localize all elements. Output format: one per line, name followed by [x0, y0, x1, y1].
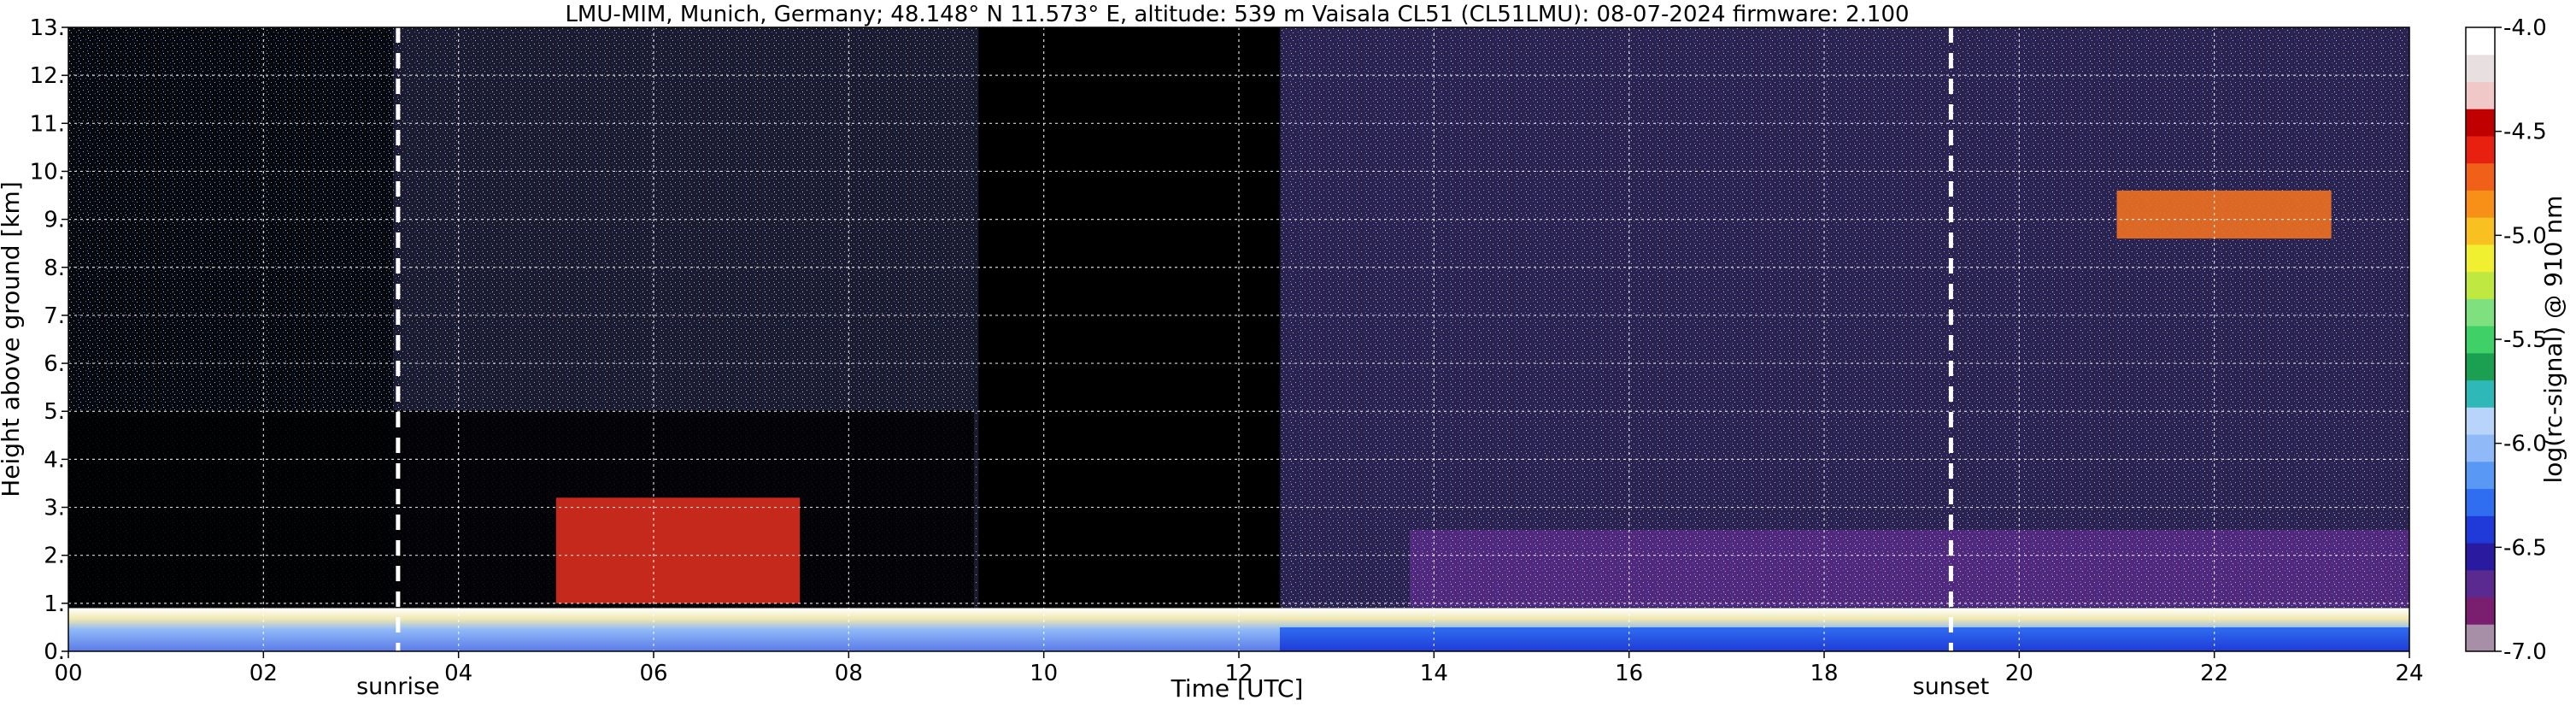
x-axis-label: Time [UTC] [1171, 674, 1304, 703]
boundary-layer-blue [1279, 627, 2409, 651]
feature-cirrus [2116, 190, 2332, 239]
feature-low-cloud [555, 497, 801, 603]
colorbar-segment [2466, 135, 2495, 164]
colorbar-segment [2466, 543, 2495, 571]
feature-no-data [978, 27, 1280, 651]
colorbar-tick-label: -6.5 [2503, 535, 2547, 561]
colorbar-tick-label: -7.0 [2503, 639, 2547, 665]
sunrise-label: sunrise [356, 674, 440, 700]
colorbar-tick-label: -4.5 [2503, 120, 2547, 145]
x-tick-label: 08 [835, 661, 863, 686]
colorbar-tick-label: -5.0 [2503, 223, 2547, 249]
x-tick-label: 06 [639, 661, 667, 686]
chart-title: LMU-MIM, Munich, Germany; 48.148° N 11.5… [565, 2, 1909, 27]
colorbar-segment [2466, 461, 2495, 490]
colorbar-segment [2466, 271, 2495, 299]
colorbar-segment [2466, 298, 2495, 327]
x-tick-label: 00 [54, 661, 82, 686]
y-tick-label: 5. [44, 399, 65, 425]
colorbar-segment [2466, 488, 2495, 516]
colorbar-segment [2466, 162, 2495, 191]
x-tick-label: 22 [2200, 661, 2228, 686]
sunset-label: sunset [1913, 674, 1990, 700]
y-tick-label: 2. [44, 544, 65, 569]
colorbar-segment [2466, 515, 2495, 544]
colorbar-segment [2466, 569, 2495, 598]
colorbar-segment [2466, 597, 2495, 625]
colorbar-segment [2466, 190, 2495, 218]
y-tick-label: 12. [30, 63, 65, 89]
y-tick-label: 13. [30, 15, 65, 41]
x-tick-label: 12 [1224, 661, 1253, 686]
y-axis-label: Height above ground [km] [0, 181, 25, 497]
y-tick-label: 8. [44, 256, 65, 281]
colorbar-segment [2466, 109, 2495, 137]
x-tick-label: 04 [444, 661, 472, 686]
x-tick-label: 16 [1615, 661, 1643, 686]
colorbar-segment [2466, 352, 2495, 381]
y-tick-label: 7. [44, 303, 65, 329]
colorbar-segment [2466, 379, 2495, 408]
colorbar-segment [2466, 434, 2495, 462]
y-tick-label: 0. [44, 639, 65, 665]
x-tick-label: 10 [1030, 661, 1058, 686]
y-tick-label: 1. [44, 591, 65, 617]
y-tick-label: 3. [44, 496, 65, 521]
colorbar-tick-label: -6.0 [2503, 432, 2547, 457]
colorbar-tick-label: -5.5 [2503, 327, 2547, 353]
y-tick-label: 11. [30, 111, 65, 137]
bottom-black [68, 410, 974, 615]
y-tick-label: 10. [30, 159, 65, 185]
colorbar-segment [2466, 217, 2495, 245]
colorbar-tick-label: -4.0 [2503, 15, 2547, 41]
x-tick-label: 02 [249, 661, 278, 686]
colorbar-segment [2466, 27, 2495, 56]
x-tick-label: 20 [2005, 661, 2033, 686]
y-tick-label: 4. [44, 447, 65, 473]
x-tick-label: 24 [2395, 661, 2423, 686]
y-tick-label: 9. [44, 208, 65, 233]
colorbar-segment [2466, 326, 2495, 354]
colorbar-segment [2466, 54, 2495, 82]
colorbar-segment [2466, 244, 2495, 273]
colorbar-label: log(rc-signal) @ 910 nm [2539, 196, 2567, 484]
x-tick-label: 14 [1420, 661, 1448, 686]
colorbar-segment [2466, 624, 2495, 652]
colorbar-segment [2466, 407, 2495, 435]
x-tick-label: 18 [1810, 661, 1838, 686]
colorbar-segment [2466, 81, 2495, 109]
y-tick-label: 6. [44, 351, 65, 377]
